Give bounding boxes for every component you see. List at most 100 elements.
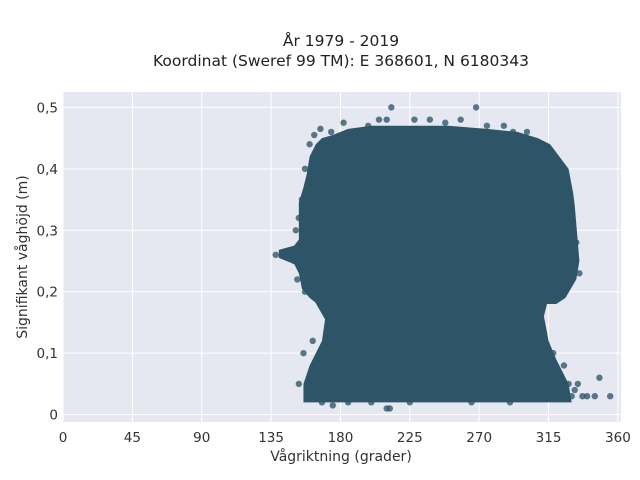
data-point xyxy=(300,349,307,357)
data-point xyxy=(568,392,575,400)
data-point xyxy=(284,250,292,257)
data-point xyxy=(329,402,336,409)
data-point xyxy=(475,337,483,345)
data-point xyxy=(344,399,352,406)
data-point xyxy=(321,349,329,357)
data-point xyxy=(321,263,329,271)
data-point xyxy=(517,165,525,173)
chart-title-line1: År 1979 - 2019 xyxy=(283,31,399,50)
data-point xyxy=(534,386,541,394)
data-point xyxy=(573,239,580,246)
data-point xyxy=(514,349,521,357)
data-point xyxy=(426,116,434,123)
data-point xyxy=(499,374,506,381)
x-tick-label: 225 xyxy=(397,430,423,446)
data-point xyxy=(549,349,557,357)
data-point xyxy=(314,177,321,185)
data-point xyxy=(506,399,514,406)
data-point xyxy=(422,392,429,400)
data-point xyxy=(503,227,511,234)
data-point xyxy=(365,122,372,129)
data-point xyxy=(375,257,383,265)
data-point xyxy=(398,128,406,136)
x-tick-label: 135 xyxy=(258,430,284,446)
data-point xyxy=(579,392,586,400)
data-point xyxy=(340,119,347,126)
data-point xyxy=(298,196,306,203)
data-point xyxy=(311,131,318,139)
data-point xyxy=(414,288,421,295)
data-point xyxy=(375,116,383,123)
data-point xyxy=(337,141,344,148)
data-point xyxy=(309,337,316,345)
x-tick-label: 180 xyxy=(328,430,354,446)
data-point xyxy=(546,288,554,295)
y-tick-label: 0 xyxy=(49,408,58,424)
y-axis-label: Signifikant våghöjd (m) xyxy=(14,175,31,338)
data-point xyxy=(571,386,578,394)
data-point xyxy=(349,165,356,173)
data-point xyxy=(483,122,491,129)
x-tick-labels: 0 45 90 135 180 225 270 315 360 xyxy=(59,430,631,446)
data-point xyxy=(391,349,398,357)
data-point xyxy=(437,349,444,357)
data-point xyxy=(306,239,313,246)
data-point xyxy=(491,288,498,295)
data-point xyxy=(545,380,552,388)
data-points xyxy=(272,104,614,412)
data-point xyxy=(460,276,467,283)
data-point xyxy=(295,380,303,388)
data-point xyxy=(479,196,486,203)
data-point xyxy=(560,362,568,369)
data-point xyxy=(272,251,279,259)
data-point xyxy=(386,405,393,412)
data-point xyxy=(429,165,437,173)
data-point xyxy=(406,399,414,406)
data-point xyxy=(306,141,313,148)
data-point xyxy=(500,122,508,129)
data-point xyxy=(411,116,418,123)
data-point xyxy=(509,128,517,136)
data-point xyxy=(488,392,495,400)
x-tick-label: 0 xyxy=(59,430,68,446)
data-point xyxy=(468,399,475,406)
x-tick-label: 45 xyxy=(124,430,141,446)
data-point xyxy=(292,227,299,234)
data-point xyxy=(522,396,529,403)
data-point xyxy=(596,374,603,381)
data-point xyxy=(556,392,563,400)
data-point xyxy=(360,319,367,326)
data-point xyxy=(291,257,298,265)
data-point xyxy=(607,392,614,400)
y-tick-labels: 0 0,1 0,2 0,3 0,4 0,5 xyxy=(37,100,58,423)
data-point xyxy=(303,392,310,400)
data-point xyxy=(457,116,464,123)
x-tick-label: 360 xyxy=(605,430,631,446)
data-point xyxy=(494,141,501,148)
data-point xyxy=(537,196,545,203)
y-tick-label: 0,5 xyxy=(37,100,58,116)
data-point xyxy=(565,380,572,388)
x-axis-label: Vågriktning (grader) xyxy=(270,448,412,465)
data-point xyxy=(566,208,574,216)
y-tick-label: 0,4 xyxy=(37,162,58,178)
point-cloud-upper xyxy=(278,125,580,305)
data-point xyxy=(363,196,370,203)
data-point xyxy=(335,227,343,234)
data-point xyxy=(562,282,569,289)
chart-title-line2: Koordinat (Sweref 99 TM): E 368601, N 61… xyxy=(153,52,529,70)
data-point xyxy=(334,337,341,345)
data-point xyxy=(383,116,390,123)
data-point xyxy=(294,276,301,283)
data-point xyxy=(570,257,577,265)
data-point xyxy=(531,141,538,148)
data-point xyxy=(523,128,531,136)
y-tick-label: 0,2 xyxy=(37,285,58,301)
data-point xyxy=(529,362,537,369)
data-point xyxy=(540,337,548,345)
y-tick-label: 0,1 xyxy=(37,346,58,362)
data-point xyxy=(352,128,360,136)
data-point xyxy=(553,227,560,234)
data-point xyxy=(324,190,332,197)
